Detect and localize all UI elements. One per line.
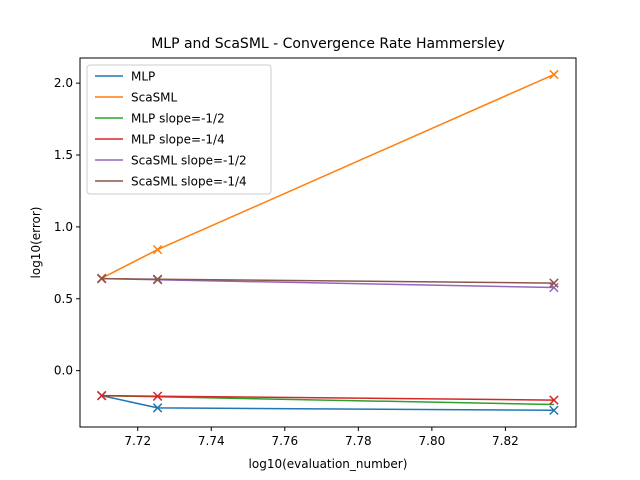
data-point	[152, 391, 163, 401]
data-point	[549, 69, 559, 80]
chart-title: MLP and ScaSML - Convergence Rate Hammer…	[151, 36, 505, 52]
data-point	[96, 390, 107, 401]
x-tick-label: 7.74	[198, 434, 225, 448]
data-point	[96, 273, 107, 284]
legend-label: MLP slope=-1/2	[131, 112, 225, 126]
series-3	[96, 390, 559, 405]
y-axis: 0.0 0.5 1.0 1.5 2.0	[54, 76, 80, 378]
data-point	[549, 395, 559, 405]
legend-label: MLP	[131, 70, 155, 84]
x-tick-label: 7.76	[271, 434, 298, 448]
data-point	[549, 278, 559, 288]
legend-entry: MLP	[95, 70, 155, 84]
x-tick-label: 7.80	[419, 434, 446, 448]
legend-label: ScaSML	[131, 91, 178, 105]
legend-box	[86, 64, 272, 195]
data-point	[152, 274, 163, 284]
x-axis: 7.72 7.74 7.76 7.78 7.80 7.82	[124, 427, 519, 448]
legend-entry: MLP slope=-1/2	[95, 112, 225, 126]
legend-entry: ScaSML	[95, 91, 178, 105]
x-tick-label: 7.82	[492, 434, 519, 448]
x-tick-label: 7.78	[345, 434, 372, 448]
data-point	[549, 282, 559, 293]
plot-frame	[79, 57, 577, 428]
legend-label: MLP slope=-1/4	[131, 133, 225, 147]
legend: MLP ScaSML MLP slope=-1/2 MLP slope=-1/4 Sca…	[86, 64, 272, 195]
y-tick-label: 1.5	[54, 148, 73, 162]
legend-label: ScaSML slope=-1/2	[131, 154, 247, 168]
legend-entry: ScaSML slope=-1/4	[95, 175, 247, 189]
data-point	[152, 244, 163, 255]
data-point	[549, 405, 559, 416]
x-axis-label: log10(evaluation_number)	[249, 457, 408, 471]
y-tick-label: 0.5	[54, 292, 73, 306]
plot-area	[96, 69, 559, 416]
y-tick-label: 2.0	[54, 76, 73, 90]
y-tick-label: 1.0	[54, 220, 73, 234]
series-5	[96, 273, 559, 288]
series-1	[96, 69, 559, 283]
legend-entry: ScaSML slope=-1/2	[95, 154, 247, 168]
y-tick-label: 0.0	[54, 364, 73, 378]
legend-label: ScaSML slope=-1/4	[131, 175, 247, 189]
x-tick-label: 7.72	[124, 434, 151, 448]
legend-entry: MLP slope=-1/4	[95, 133, 225, 147]
data-point	[152, 403, 163, 413]
y-axis-label: log10(error)	[29, 207, 43, 279]
